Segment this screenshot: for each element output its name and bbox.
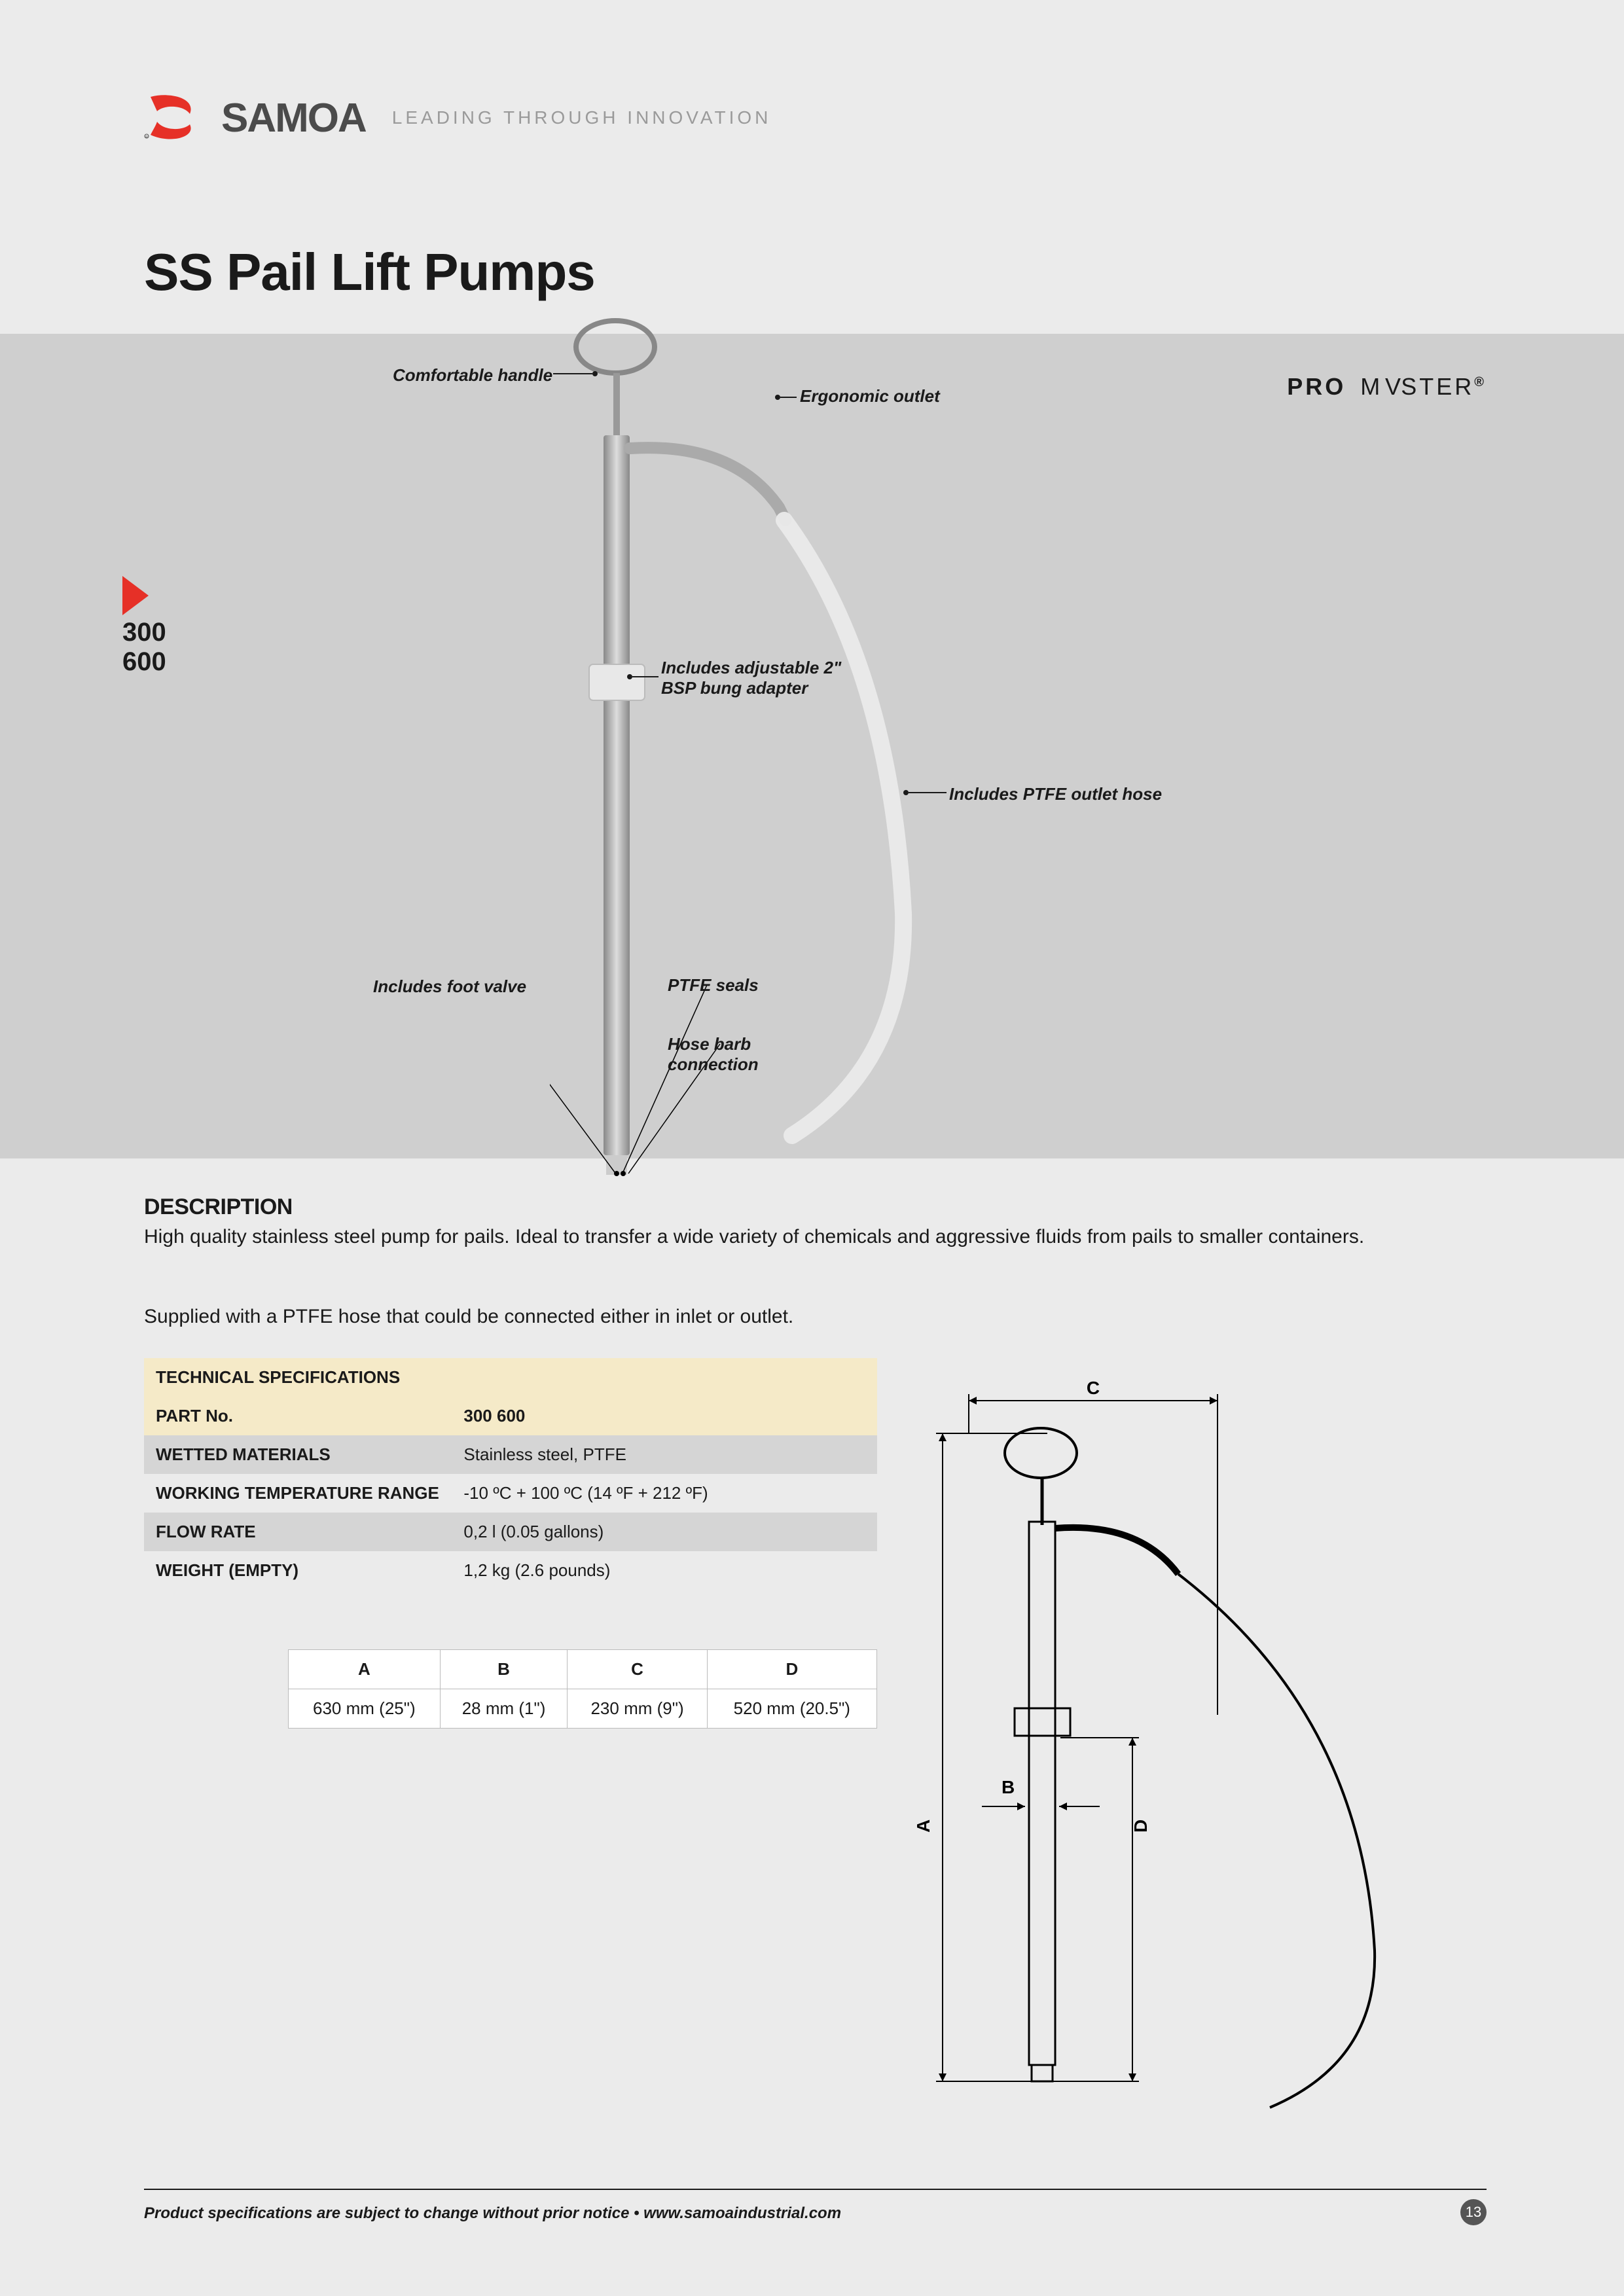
spec-table: TECHNICAL SPECIFICATIONS PART No. 300 60…: [144, 1358, 877, 1590]
dimensions-table: A B C D 630 mm (25") 28 mm (1") 230 mm (…: [288, 1649, 877, 1729]
brand-logo: R SAMOA: [137, 92, 366, 144]
dimension-drawing: C A B D: [903, 1374, 1492, 2127]
footer-text: Product specifications are subject to ch…: [144, 2204, 841, 2223]
svg-text:R: R: [145, 135, 148, 139]
spec-value: 1,2 kg (2.6 pounds): [452, 1551, 877, 1590]
header: R SAMOA LEADING THROUGH INNOVATION: [137, 92, 771, 144]
dim-label-c: C: [1087, 1378, 1100, 1398]
table-row: A B C D: [289, 1650, 877, 1689]
spec-label: WEIGHT (EMPTY): [144, 1551, 452, 1590]
callout-outlet: Ergonomic outlet: [800, 386, 940, 406]
spec-value: -10 ºC + 100 ºC (14 ºF + 212 ºF): [452, 1474, 877, 1513]
callout-barb: Hose barb connection: [668, 1034, 772, 1075]
dim-val: 630 mm (25"): [289, 1689, 441, 1729]
description-p1: High quality stainless steel pump for pa…: [144, 1224, 1487, 1249]
brand-name: SAMOA: [221, 95, 366, 141]
reg-mark: ®: [1474, 375, 1487, 389]
callout-handle: Comfortable handle: [393, 365, 552, 386]
spec-label: WORKING TEMPERATURE RANGE: [144, 1474, 452, 1513]
spec-label: PART No.: [144, 1397, 452, 1435]
dim-val: 230 mm (9"): [568, 1689, 707, 1729]
spec-label: WETTED MATERIALS: [144, 1435, 452, 1474]
brand-tagline: LEADING THROUGH INNOVATION: [392, 107, 772, 128]
dim-col: D: [707, 1650, 876, 1689]
dim-val: 28 mm (1"): [440, 1689, 568, 1729]
triangle-icon: [122, 576, 149, 615]
page-title: SS Pail Lift Pumps: [144, 242, 595, 302]
dim-label-a: A: [913, 1820, 933, 1833]
dim-val: 520 mm (20.5"): [707, 1689, 876, 1729]
spec-label: FLOW RATE: [144, 1513, 452, 1551]
dim-label-b: B: [1001, 1777, 1015, 1797]
callout-foot: Includes foot valve: [373, 977, 526, 997]
spec-header: TECHNICAL SPECIFICATIONS: [144, 1358, 877, 1397]
table-row: PART No. 300 600: [144, 1397, 877, 1435]
table-row: FLOW RATE 0,2 l (0.05 gallons): [144, 1513, 877, 1551]
callout-seals: PTFE seals: [668, 975, 759, 996]
description-p2: Supplied with a PTFE hose that could be …: [144, 1304, 1487, 1329]
spec-value: Stainless steel, PTFE: [452, 1435, 877, 1474]
callout-hose: Includes PTFE outlet hose: [949, 784, 1162, 804]
samoa-s-icon: R: [137, 92, 209, 144]
dim-label-d: D: [1130, 1820, 1151, 1833]
table-row: WETTED MATERIALS Stainless steel, PTFE: [144, 1435, 877, 1474]
table-row: WORKING TEMPERATURE RANGE -10 ºC + 100 º…: [144, 1474, 877, 1513]
table-row: WEIGHT (EMPTY) 1,2 kg (2.6 pounds): [144, 1551, 877, 1590]
footer-rule: [144, 2189, 1487, 2190]
description-heading: DESCRIPTION: [144, 1194, 293, 1220]
page: R SAMOA LEADING THROUGH INNOVATION SS Pa…: [0, 0, 1624, 2296]
spec-value: 300 600: [452, 1397, 877, 1435]
dim-col: A: [289, 1650, 441, 1689]
table-row: 630 mm (25") 28 mm (1") 230 mm (9") 520 …: [289, 1689, 877, 1729]
promaster-brand: PRO MVSTER®: [1287, 373, 1487, 401]
pump-illustration: [550, 311, 1021, 1194]
dim-col: B: [440, 1650, 568, 1689]
part-number: 300 600: [122, 618, 166, 677]
promaster-pro: PRO: [1287, 373, 1346, 400]
promaster-master: MVSTER: [1360, 373, 1474, 400]
part-marker: 300 600: [122, 576, 149, 615]
callout-bung: Includes adjustable 2" BSP bung adapter: [661, 658, 844, 698]
dim-col: C: [568, 1650, 707, 1689]
spec-value: 0,2 l (0.05 gallons): [452, 1513, 877, 1551]
page-number: 13: [1460, 2199, 1487, 2225]
